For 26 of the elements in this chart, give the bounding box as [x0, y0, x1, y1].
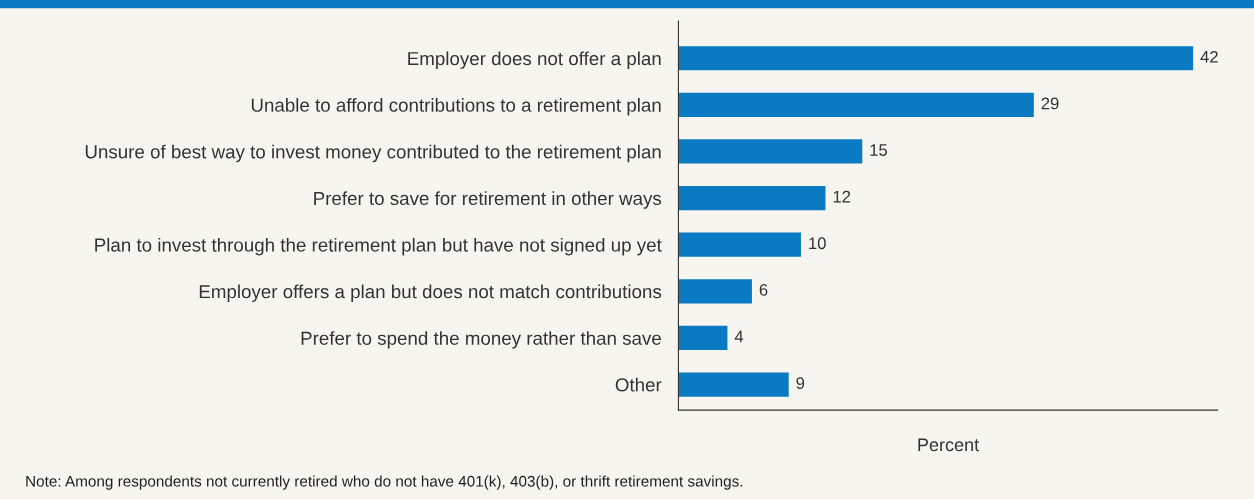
y-tick-label: Prefer to save for retirement in other ways	[314, 191, 662, 209]
y-tick-label: Employer offers a plan but does not match contributions	[199, 284, 662, 302]
data-label: 15	[870, 144, 888, 156]
data-label: 9	[796, 377, 805, 390]
bar	[678, 92, 1034, 117]
data-label: 42	[1200, 50, 1218, 63]
y-tick-label: Employer does not offer a plan	[408, 51, 661, 69]
data-label: 12	[833, 190, 851, 203]
y-tick-label: Prefer to spend the money rather than save	[301, 331, 661, 349]
bar	[678, 372, 789, 397]
data-label: 29	[1041, 97, 1059, 110]
x-axis-title: Percent	[918, 438, 980, 452]
y-tick-label: Unsure of best way to invest money contributed to the retirement plan	[85, 144, 661, 163]
data-label: 4	[734, 330, 744, 343]
data-label: 10	[809, 237, 826, 250]
bar	[678, 139, 863, 164]
bar	[678, 279, 752, 304]
bar	[678, 46, 1194, 71]
data-label: 6	[759, 283, 768, 296]
bar	[678, 232, 801, 257]
y-tick-label: Unable to afford contributions to a retirement plan	[251, 98, 661, 116]
bar	[678, 185, 826, 211]
y-tick-label: Other	[615, 377, 662, 392]
text: Note: Among respondents not currently retired who do not have 401(k), 403(b), or thrift retirement savings.	[26, 475, 743, 490]
bar	[678, 325, 728, 351]
y-tick-label: Plan to invest through the retirement plan but have not signed up yet	[95, 237, 662, 256]
